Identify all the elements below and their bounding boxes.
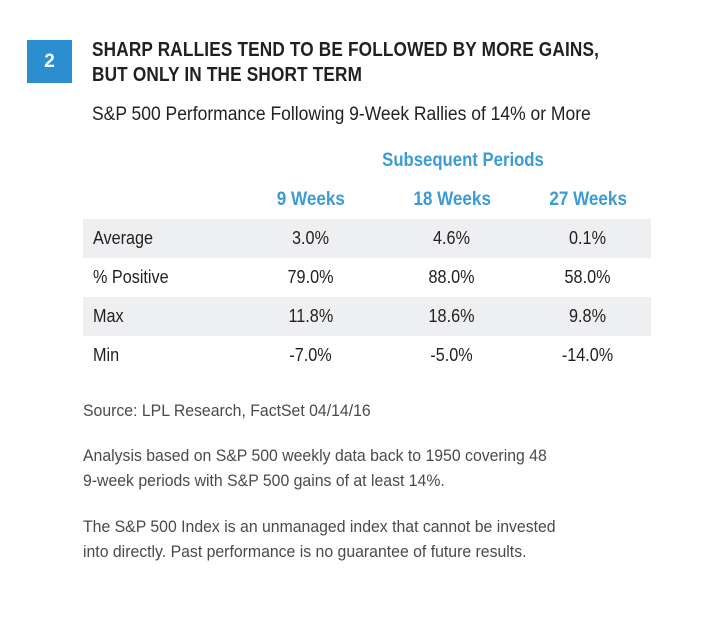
disclaimer-note: The S&P 500 Index is an unmanaged index … xyxy=(83,514,556,564)
table-cell: 79.0% xyxy=(288,267,334,287)
column-header: 9 Weeks xyxy=(276,188,346,210)
performance-table: 9 Weeks 18 Weeks 27 Weeks Average 3.0% 4… xyxy=(83,180,651,375)
source-note: Source: LPL Research, FactSet 04/14/16 xyxy=(83,401,371,420)
disclaimer-line-2: into directly. Past performance is no gu… xyxy=(83,542,527,561)
row-label: % Positive xyxy=(93,267,169,287)
table-cell: 9.8% xyxy=(525,297,651,336)
figure-title-line-2: BUT ONLY IN THE SHORT TERM xyxy=(92,64,363,86)
analysis-note: Analysis based on S&P 500 weekly data ba… xyxy=(83,443,547,493)
header-row: 9 Weeks 18 Weeks 27 Weeks xyxy=(83,180,651,219)
table-row: Min -7.0% -5.0% -14.0% xyxy=(83,336,651,375)
figure-title: SHARP RALLIES TEND TO BE FOLLOWED BY MOR… xyxy=(92,38,599,88)
group-header: Subsequent Periods xyxy=(382,150,544,171)
analysis-line-1: Analysis based on S&P 500 weekly data ba… xyxy=(83,446,547,465)
row-label: Average xyxy=(83,219,243,258)
table-cell: 0.1% xyxy=(525,219,651,258)
column-header: 27 Weeks xyxy=(549,188,627,210)
header-blank xyxy=(83,180,243,219)
table-cell: -5.0% xyxy=(430,345,474,365)
table-cell: 88.0% xyxy=(429,267,475,287)
figure-subtitle: S&P 500 Performance Following 9-Week Ral… xyxy=(92,104,591,125)
row-label: Max xyxy=(83,297,243,336)
figure-title-line-1: SHARP RALLIES TEND TO BE FOLLOWED BY MOR… xyxy=(92,39,600,61)
table-row: Max 11.8% 18.6% 9.8% xyxy=(83,297,651,336)
table-cell: 58.0% xyxy=(565,267,611,287)
table-cell: 18.6% xyxy=(379,297,525,336)
analysis-line-2: 9-week periods with S&P 500 gains of at … xyxy=(83,471,445,490)
table-cell: -14.0% xyxy=(562,345,614,365)
table-cell: 3.0% xyxy=(243,219,379,258)
disclaimer-line-1: The S&P 500 Index is an unmanaged index … xyxy=(83,517,556,536)
table-row: % Positive 79.0% 88.0% 58.0% xyxy=(83,258,651,297)
table-row: Average 3.0% 4.6% 0.1% xyxy=(83,219,651,258)
row-label: Min xyxy=(93,345,120,365)
table-cell: 11.8% xyxy=(243,297,379,336)
table-cell: -7.0% xyxy=(289,345,333,365)
table-cell: 4.6% xyxy=(379,219,525,258)
column-header: 18 Weeks xyxy=(413,188,491,210)
figure-number-badge: 2 xyxy=(27,40,72,83)
